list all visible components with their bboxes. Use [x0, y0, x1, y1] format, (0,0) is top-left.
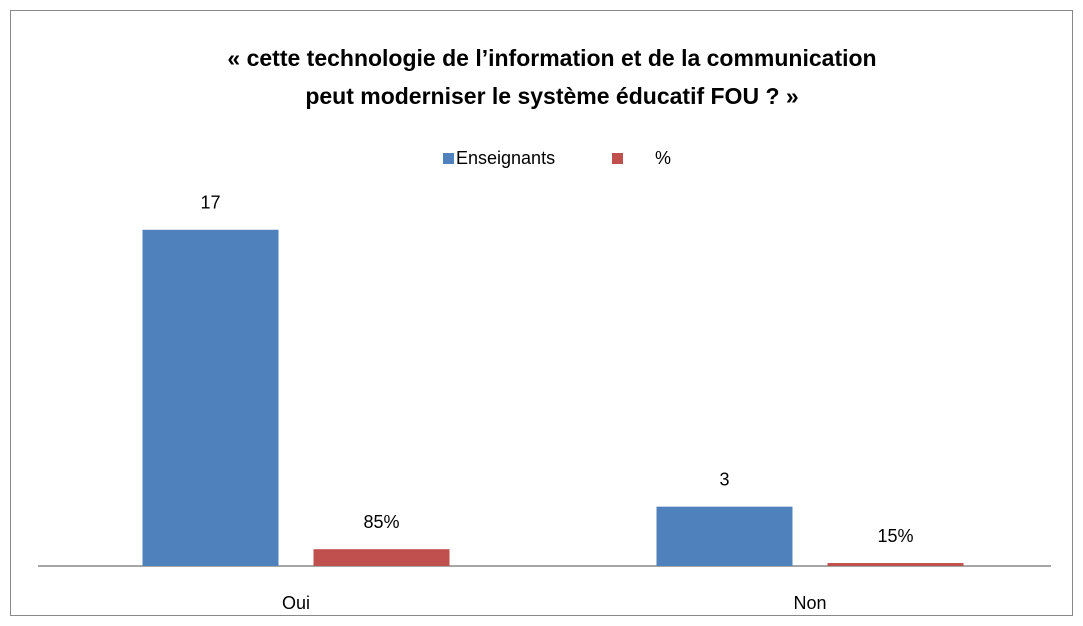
- data-label: 17: [200, 193, 220, 213]
- data-label: 3: [719, 469, 729, 489]
- bar: [313, 549, 450, 566]
- chart-title: peut moderniser le système éducatif FOU …: [305, 83, 798, 109]
- bar: [827, 563, 964, 566]
- x-tick-label: Non: [793, 593, 826, 613]
- bar: [656, 506, 793, 566]
- chart-title: « cette technologie de l’information et …: [227, 45, 876, 71]
- legend-label: %: [655, 148, 671, 168]
- data-label: 15%: [877, 526, 913, 546]
- bar: [142, 229, 279, 566]
- data-label: 85%: [363, 512, 399, 532]
- x-tick-label: Oui: [282, 593, 310, 613]
- legend-swatch: [443, 153, 454, 164]
- legend-label: Enseignants: [456, 148, 555, 168]
- legend-swatch: [612, 153, 623, 164]
